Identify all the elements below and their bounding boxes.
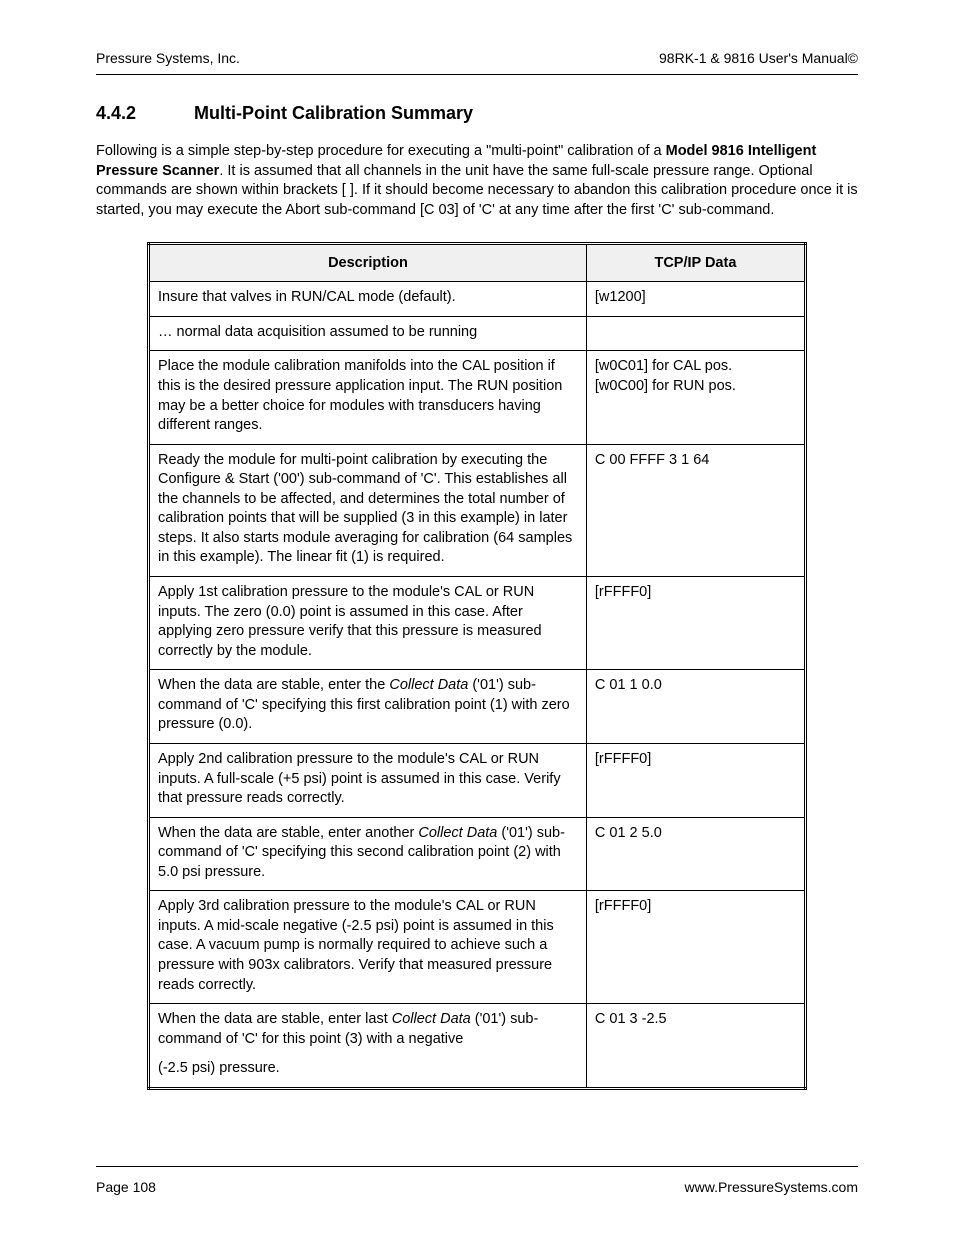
cell-desc: … normal data acquisition assumed to be … — [149, 316, 587, 351]
cell-desc: Insure that valves in RUN/CAL mode (defa… — [149, 282, 587, 317]
col-description: Description — [149, 244, 587, 282]
cell-data: [rFFFF0] — [586, 891, 805, 1004]
cell-desc: Apply 2nd calibration pressure to the mo… — [149, 743, 587, 817]
footer-left: Page 108 — [96, 1179, 156, 1195]
col-tcpip-data: TCP/IP Data — [586, 244, 805, 282]
desc-pre: When the data are stable, enter last — [158, 1011, 392, 1027]
cell-data: [rFFFF0] — [586, 577, 805, 670]
desc-pre: When the data are stable, enter the — [158, 677, 389, 693]
footer-row: Page 108 www.PressureSystems.com — [96, 1167, 858, 1195]
cell-desc: When the data are stable, enter another … — [149, 817, 587, 891]
cell-data — [586, 316, 805, 351]
table-row: When the data are stable, enter another … — [149, 817, 806, 891]
cell-desc: When the data are stable, enter last Col… — [149, 1004, 587, 1089]
cell-data: C 00 FFFF 3 1 64 — [586, 444, 805, 576]
cell-data: [w1200] — [586, 282, 805, 317]
desc-extra: (-2.5 psi) pressure. — [158, 1060, 280, 1076]
desc-ital: Collect Data — [389, 677, 468, 693]
desc-ital: Collect Data — [418, 825, 497, 841]
cell-desc: Ready the module for multi-point calibra… — [149, 444, 587, 576]
cell-data: C 01 3 -2.5 — [586, 1004, 805, 1089]
cell-data-line2: [w0C00] for RUN pos. — [595, 378, 736, 394]
page-footer: Page 108 www.PressureSystems.com — [96, 1166, 858, 1195]
section-number: 4.4.2 — [96, 103, 136, 124]
cell-data: C 01 1 0.0 — [586, 670, 805, 744]
table-row: Apply 2nd calibration pressure to the mo… — [149, 743, 806, 817]
intro-text-a: Following is a simple step-by-step proce… — [96, 143, 666, 159]
header-left: Pressure Systems, Inc. — [96, 50, 240, 66]
section-heading: 4.4.2 Multi-Point Calibration Summary — [96, 103, 858, 124]
section-title: Multi-Point Calibration Summary — [194, 103, 473, 123]
table-row: Place the module calibration manifolds i… — [149, 351, 806, 444]
cell-desc: Place the module calibration manifolds i… — [149, 351, 587, 444]
cell-desc: When the data are stable, enter the Coll… — [149, 670, 587, 744]
cell-data-line1: [w0C01] for CAL pos. — [595, 358, 732, 374]
cell-desc: Apply 3rd calibration pressure to the mo… — [149, 891, 587, 1004]
cell-data: [w0C01] for CAL pos. [w0C00] for RUN pos… — [586, 351, 805, 444]
table-row: When the data are stable, enter last Col… — [149, 1004, 806, 1089]
desc-pre: When the data are stable, enter another — [158, 825, 418, 841]
header-rule — [96, 74, 858, 75]
table-row: Ready the module for multi-point calibra… — [149, 444, 806, 576]
cell-data: C 01 2 5.0 — [586, 817, 805, 891]
table-header-row: Description TCP/IP Data — [149, 244, 806, 282]
page-header: Pressure Systems, Inc. 98RK-1 & 9816 Use… — [96, 50, 858, 74]
cell-desc: Apply 1st calibration pressure to the mo… — [149, 577, 587, 670]
header-right: 98RK-1 & 9816 User's Manual© — [659, 50, 858, 66]
desc-ital: Collect Data — [392, 1011, 471, 1027]
intro-paragraph: Following is a simple step-by-step proce… — [96, 142, 858, 220]
page-container: Pressure Systems, Inc. 98RK-1 & 9816 Use… — [0, 0, 954, 1235]
table-row: Insure that valves in RUN/CAL mode (defa… — [149, 282, 806, 317]
table-row: Apply 3rd calibration pressure to the mo… — [149, 891, 806, 1004]
cell-data: [rFFFF0] — [586, 743, 805, 817]
table-row: When the data are stable, enter the Coll… — [149, 670, 806, 744]
table-row: Apply 1st calibration pressure to the mo… — [149, 577, 806, 670]
footer-right: www.PressureSystems.com — [685, 1179, 858, 1195]
table-row: … normal data acquisition assumed to be … — [149, 316, 806, 351]
calibration-table: Description TCP/IP Data Insure that valv… — [147, 242, 807, 1090]
